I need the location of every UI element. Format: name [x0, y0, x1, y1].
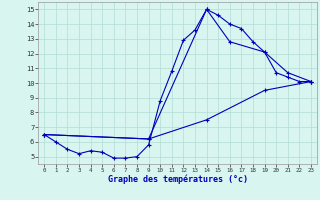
X-axis label: Graphe des températures (°c): Graphe des températures (°c) [108, 175, 248, 184]
